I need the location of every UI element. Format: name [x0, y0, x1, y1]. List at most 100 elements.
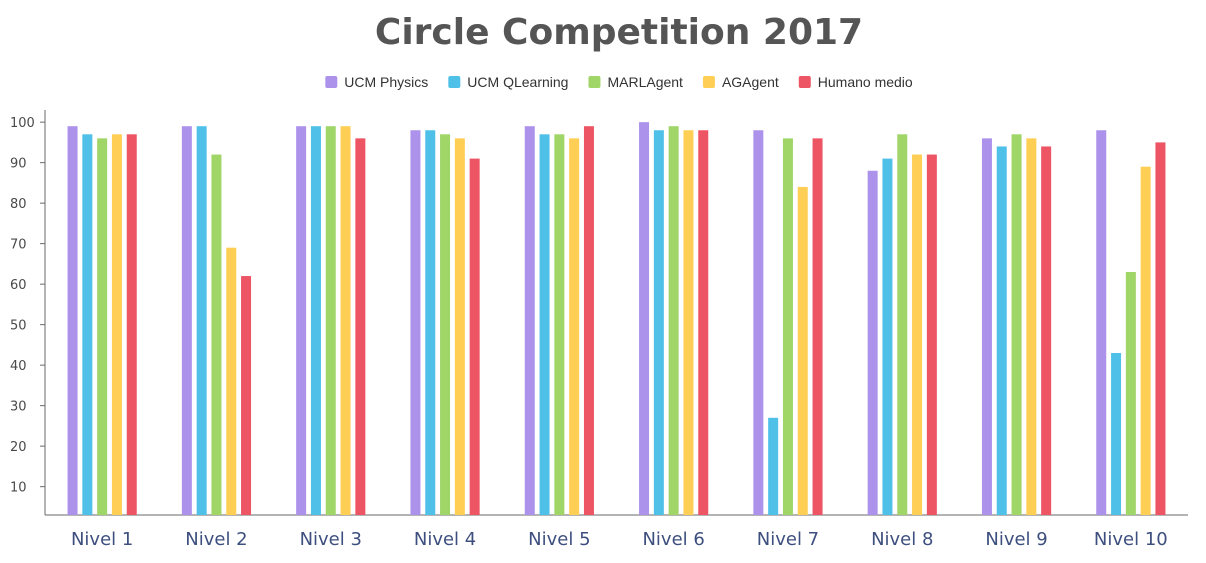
bar[interactable] [539, 134, 550, 516]
y-tick-label: 90 [10, 157, 27, 172]
bar[interactable] [126, 134, 137, 516]
bar-group [67, 126, 137, 516]
x-tick-label: Nivel 10 [1094, 529, 1168, 550]
bar[interactable] [1125, 272, 1136, 515]
x-tick-label: Nivel 6 [642, 529, 704, 550]
bar[interactable] [97, 138, 108, 515]
bar[interactable] [310, 126, 321, 515]
legend-label: UCM QLearning [467, 74, 568, 90]
bar-group [524, 126, 594, 516]
bar-group [410, 130, 480, 516]
bar[interactable] [241, 276, 252, 515]
y-axis: 10 20 30 40 50 60 70 80 90 100 [10, 110, 46, 515]
bar[interactable] [340, 126, 351, 515]
legend-item[interactable]: UCM QLearning [448, 74, 568, 90]
legend-swatch [798, 76, 811, 88]
bar[interactable] [981, 138, 992, 515]
bar-group [296, 126, 366, 515]
bar[interactable] [812, 138, 823, 515]
bar[interactable] [325, 126, 336, 515]
y-tick-label: 20 [10, 440, 27, 455]
x-tick-label: Nivel 9 [985, 529, 1047, 550]
y-tick-label: 10 [10, 481, 27, 496]
bar[interactable] [782, 138, 793, 515]
bar[interactable] [583, 126, 594, 515]
legend-label: MARLAgent [607, 74, 683, 90]
x-tick-label: Nivel 3 [300, 529, 362, 550]
bars [67, 122, 1166, 516]
x-tick-label: Nivel 7 [757, 529, 819, 550]
bar[interactable] [355, 138, 366, 515]
bar[interactable] [683, 130, 694, 515]
legend-item[interactable]: UCM Physics [325, 74, 428, 90]
bar[interactable] [926, 154, 937, 516]
bar[interactable] [912, 154, 923, 516]
bar[interactable] [226, 247, 237, 515]
bar[interactable] [897, 134, 908, 516]
bar[interactable] [1041, 146, 1052, 515]
legend: UCM Physics UCM QLearning MARLAgent AGAgent… [325, 74, 913, 90]
bar[interactable] [196, 126, 207, 515]
bar-group [867, 134, 937, 516]
bar[interactable] [111, 134, 122, 516]
bar[interactable] [1111, 353, 1122, 515]
y-tick-label: 100 [10, 116, 35, 131]
legend-swatch [448, 76, 461, 88]
bar[interactable] [67, 126, 78, 515]
legend-item[interactable]: Humano medio [798, 74, 913, 90]
bar[interactable] [524, 126, 535, 515]
bar[interactable] [768, 417, 779, 515]
y-tick-label: 50 [10, 319, 27, 334]
bar[interactable] [569, 138, 580, 515]
y-tick-label: 40 [10, 359, 27, 374]
bar[interactable] [181, 126, 192, 515]
bar-group [639, 122, 709, 516]
legend-item[interactable]: MARLAgent [588, 74, 683, 90]
bar[interactable] [1096, 130, 1107, 515]
x-axis: Nivel 1 Nivel 2 Nivel 3 Nivel 4 Nivel 5 Nivel… [45, 514, 1188, 550]
bar-group [1096, 130, 1166, 515]
bar[interactable] [454, 138, 465, 515]
bar[interactable] [753, 130, 764, 515]
y-tick-label: 30 [10, 400, 27, 415]
legend-label: UCM Physics [344, 74, 428, 90]
bar[interactable] [653, 130, 664, 515]
legend-label: AGAgent [722, 74, 779, 90]
bar[interactable] [440, 134, 451, 516]
bar[interactable] [554, 134, 565, 516]
legend-label: Humano medio [818, 74, 913, 90]
x-tick-label: Nivel 4 [414, 529, 476, 550]
bar-group [181, 126, 252, 516]
bar[interactable] [1155, 142, 1166, 515]
x-tick-label: Nivel 8 [871, 529, 933, 550]
bar[interactable] [668, 126, 679, 515]
bar[interactable] [211, 154, 222, 516]
bar[interactable] [1026, 138, 1037, 515]
legend-swatch [588, 76, 601, 88]
bar[interactable] [1140, 166, 1151, 515]
bar[interactable] [1011, 134, 1022, 516]
y-tick-label: 60 [10, 278, 27, 293]
x-tick-label: Nivel 5 [528, 529, 590, 550]
x-tick-label: Nivel 2 [185, 529, 247, 550]
bar[interactable] [882, 158, 893, 515]
legend-item[interactable]: AGAgent [702, 74, 779, 90]
x-tick-label: Nivel 1 [71, 529, 133, 550]
bar[interactable] [996, 146, 1007, 515]
legend-swatch [702, 76, 715, 88]
bar[interactable] [410, 130, 421, 515]
bar-group [981, 134, 1052, 516]
bar-group [753, 130, 823, 515]
bar[interactable] [296, 126, 307, 515]
bar[interactable] [797, 186, 808, 515]
bar[interactable] [425, 130, 436, 515]
bar[interactable] [82, 134, 93, 516]
bar[interactable] [639, 122, 650, 516]
chart-title: Circle Competition 2017 [375, 12, 863, 53]
y-tick-label: 80 [10, 197, 27, 212]
bar[interactable] [698, 130, 709, 515]
bar[interactable] [867, 170, 878, 515]
bar[interactable] [469, 158, 480, 515]
y-tick-label: 70 [10, 238, 27, 253]
